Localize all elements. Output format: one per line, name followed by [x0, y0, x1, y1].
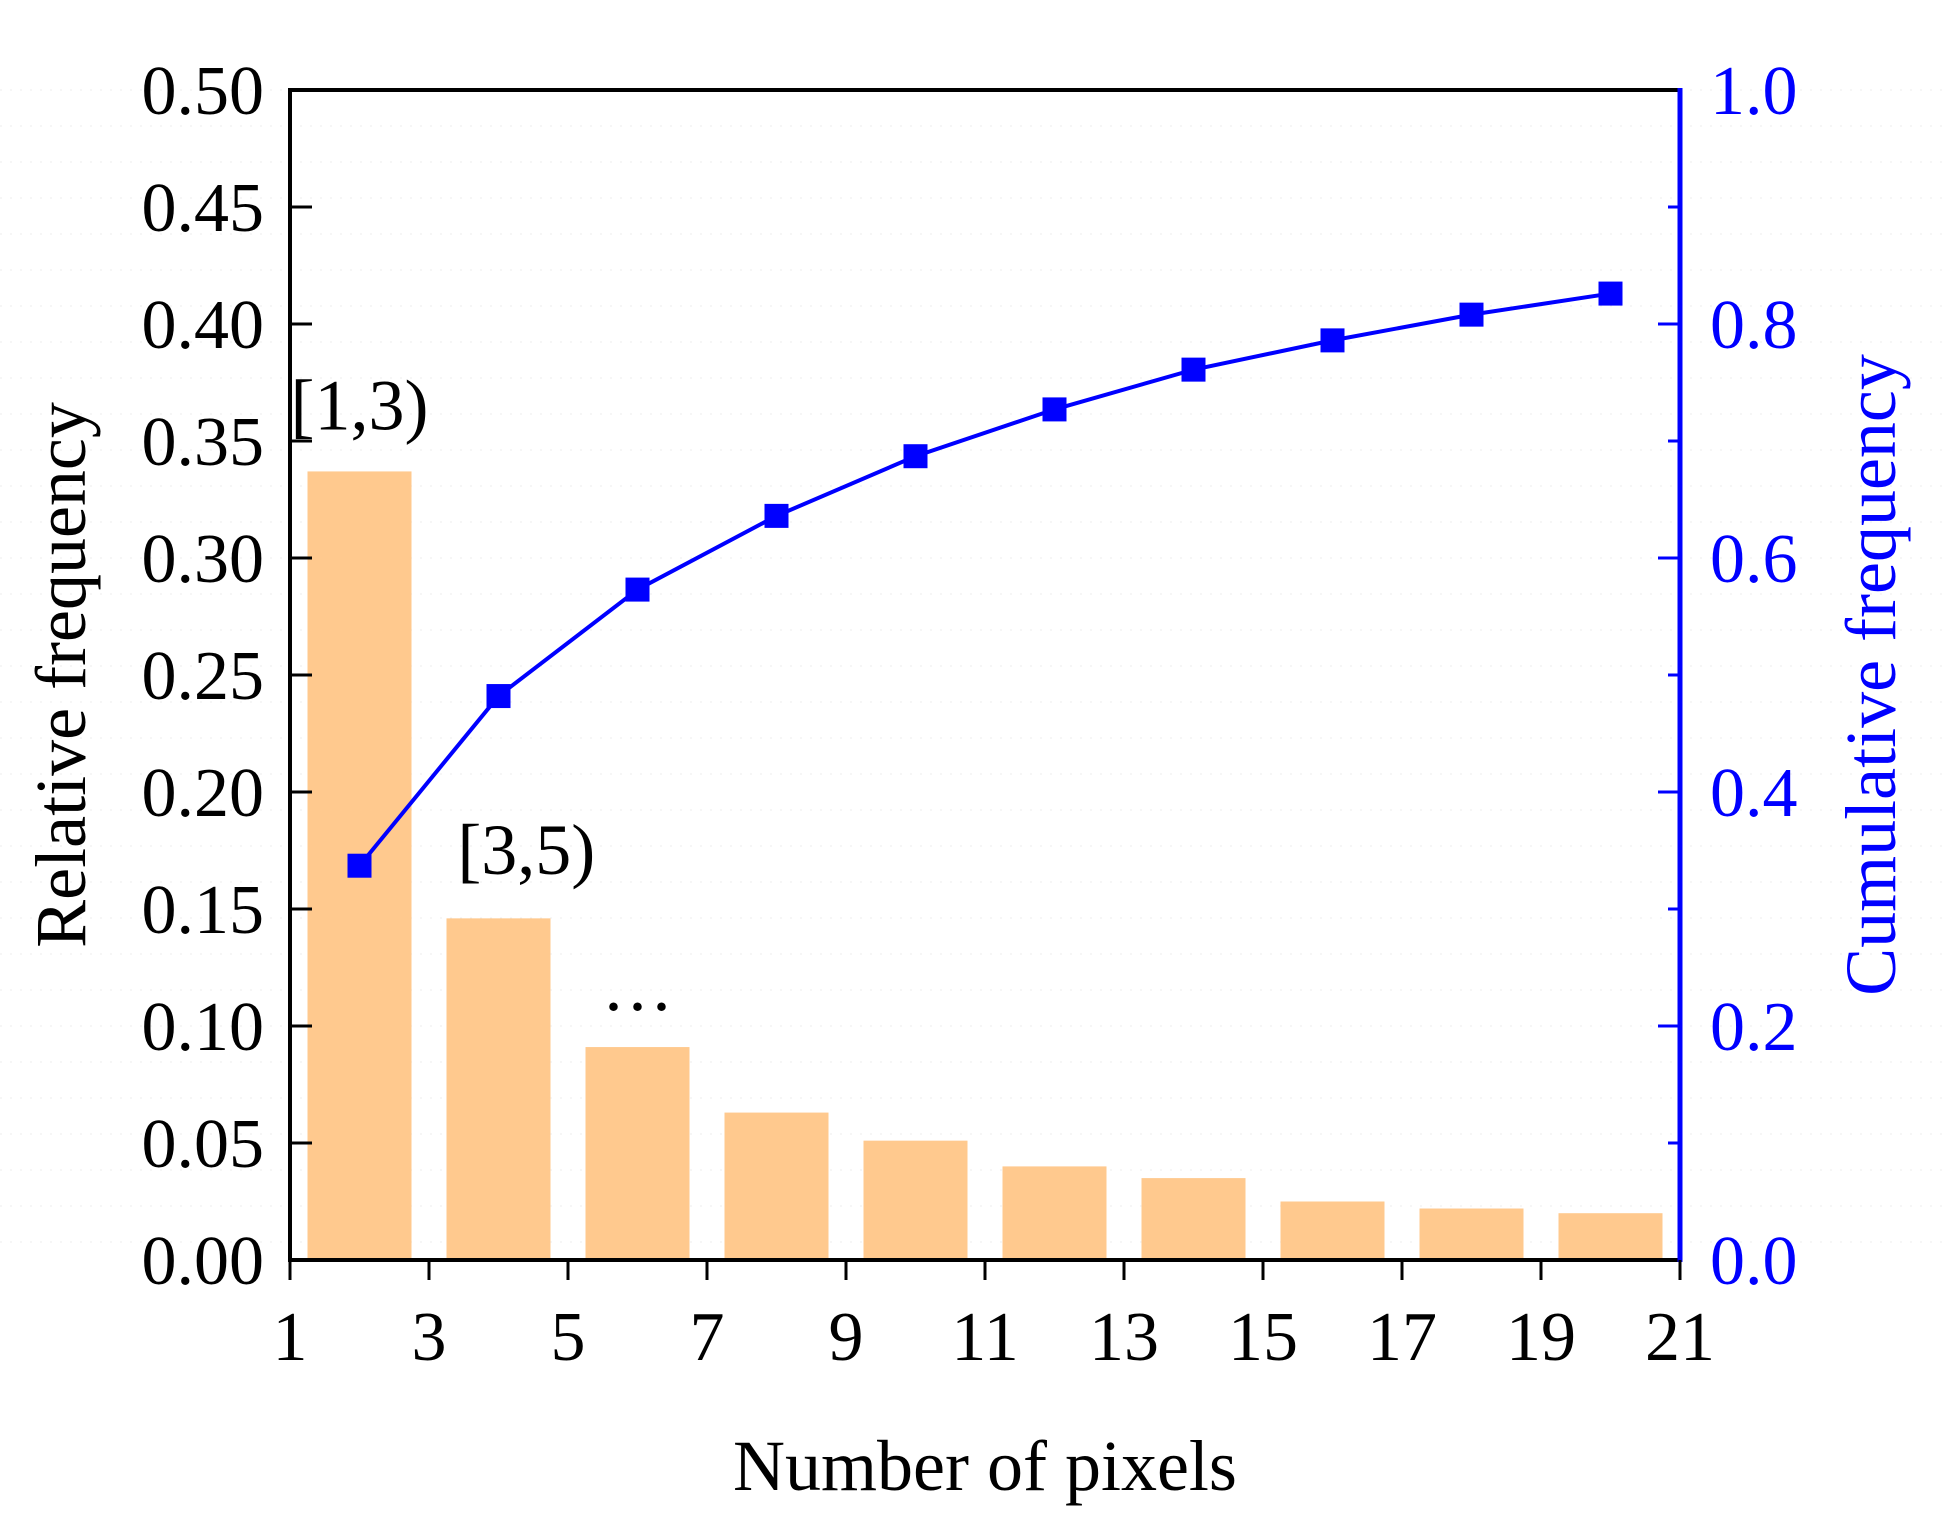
grid-layer [0, 89, 1942, 1243]
bar [863, 1140, 968, 1260]
y2-tick-label: 1.0 [1710, 53, 1798, 130]
cumulative-point [486, 684, 511, 709]
y-tick-label: 0.35 [142, 404, 265, 481]
bar [1419, 1208, 1524, 1260]
x-tick-label: 11 [951, 1299, 1018, 1376]
cumulative-point [347, 853, 372, 878]
x-tick-label: 7 [690, 1299, 725, 1376]
cumulative-point [1598, 281, 1623, 306]
bar [1002, 1166, 1107, 1260]
y-tick-label: 0.00 [142, 1223, 265, 1300]
bar [1558, 1213, 1663, 1260]
x-tick-label: 1 [273, 1299, 308, 1376]
y-tick-label: 0.10 [142, 989, 265, 1066]
cumulative-point [764, 503, 789, 528]
x-tick-label: 19 [1506, 1299, 1576, 1376]
y2-axis-title: Cumulative frequency [1831, 354, 1911, 996]
y-tick-label: 0.05 [142, 1106, 265, 1183]
y-tick-label: 0.15 [142, 872, 265, 949]
cumulative-point [1459, 302, 1484, 327]
y-axis-title: Relative frequency [21, 402, 101, 948]
cumulative-point [1181, 357, 1206, 382]
cumulative-point [1042, 397, 1067, 422]
x-tick-label: 21 [1645, 1299, 1715, 1376]
y-tick-label: 0.50 [142, 53, 265, 130]
bar [1280, 1201, 1385, 1260]
y2-tick-label: 0.6 [1710, 521, 1798, 598]
bar-annotation: [1,3) [291, 365, 429, 445]
x-tick-label: 17 [1367, 1299, 1437, 1376]
cumulative-line-layer [347, 281, 1623, 878]
cumulative-line [357, 291, 1611, 867]
y2-tick-label: 0.0 [1710, 1223, 1798, 1300]
bar-annotation: ··· [602, 967, 674, 1047]
bar [446, 918, 551, 1260]
y2-tick-label: 0.2 [1710, 989, 1798, 1066]
y-tick-label: 0.45 [142, 170, 265, 247]
bar [1141, 1178, 1246, 1260]
cumulative-point [625, 577, 650, 602]
bar [724, 1112, 829, 1260]
x-tick-label: 5 [551, 1299, 586, 1376]
cumulative-point [1320, 328, 1345, 353]
y-tick-label: 0.20 [142, 755, 265, 832]
cumulative-point [903, 444, 928, 469]
ticks-layer [288, 205, 1682, 1280]
x-tick-label: 13 [1089, 1299, 1159, 1376]
x-tick-label: 3 [412, 1299, 447, 1376]
y-tick-label: 0.30 [142, 521, 265, 598]
x-tick-label: 9 [829, 1299, 864, 1376]
x-axis-title: Number of pixels [733, 1426, 1237, 1506]
x-tick-label: 15 [1228, 1299, 1298, 1376]
y-tick-label: 0.25 [142, 638, 265, 715]
y2-tick-label: 0.8 [1710, 287, 1798, 364]
y2-tick-label: 0.4 [1710, 755, 1798, 832]
bar-annotation: [3,5) [457, 810, 595, 890]
bar [585, 1047, 690, 1260]
y-tick-label: 0.40 [142, 287, 265, 364]
labels-layer: 0.000.050.100.150.200.250.300.350.400.45… [142, 53, 1798, 1376]
